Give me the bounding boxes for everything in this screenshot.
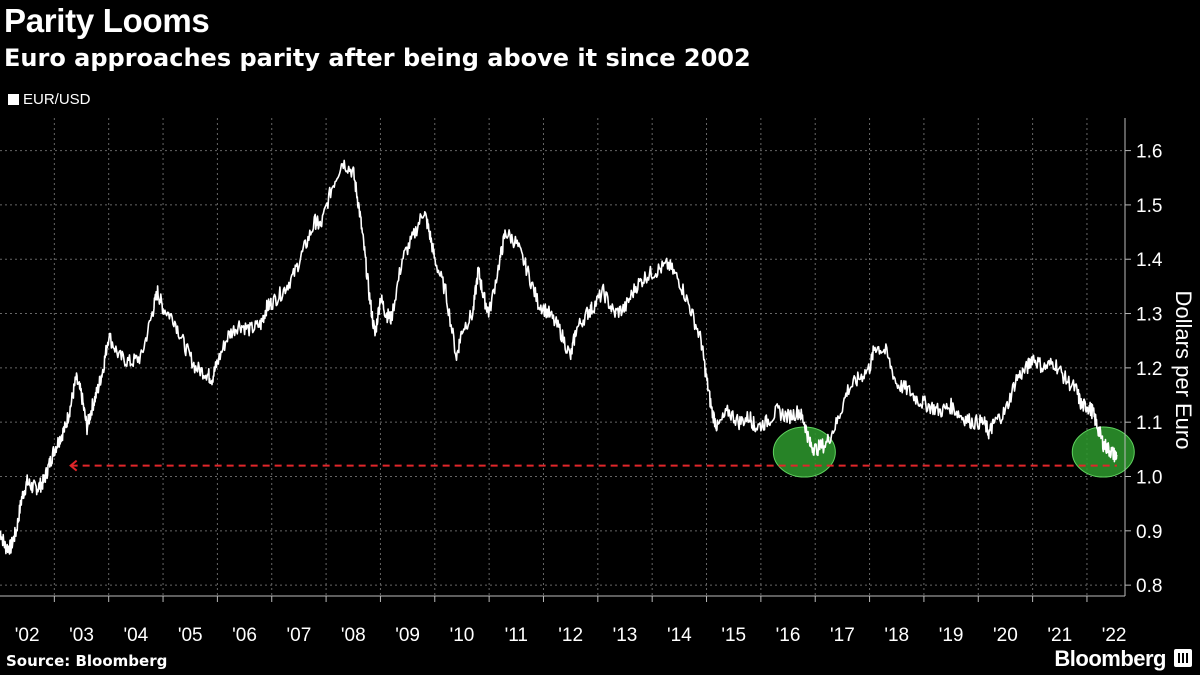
x-tick-label: '06 (232, 625, 257, 646)
x-tick-label: '19 (939, 625, 964, 646)
brand-icon (1174, 649, 1192, 667)
x-tick-label: '07 (287, 625, 312, 646)
chart-subtitle: Euro approaches parity after being above… (4, 44, 751, 72)
series-line-eurusd (0, 159, 1118, 555)
brand-logo: Bloomberg (1054, 646, 1166, 671)
x-tick-label: '10 (450, 625, 475, 646)
x-tick-label: '03 (69, 625, 94, 646)
chart-title: Parity Looms (4, 2, 210, 39)
x-tick-label: '17 (830, 625, 855, 646)
x-tick-label: '20 (993, 625, 1018, 646)
legend: EUR/USD (8, 91, 91, 108)
y-tick-label: 1.0 (1136, 468, 1162, 489)
y-tick-label: 1.4 (1136, 250, 1163, 271)
y-tick-label: 0.8 (1136, 576, 1162, 597)
y-tick-label: 1.6 (1136, 142, 1162, 163)
x-tick-label: '08 (341, 625, 366, 646)
x-tick-label: '04 (123, 625, 148, 646)
x-tick-label: '21 (1047, 625, 1072, 646)
series-lines (0, 159, 1118, 555)
x-tick-label: '16 (776, 625, 801, 646)
reference-lines (69, 459, 1117, 472)
x-tick-label: '18 (884, 625, 909, 646)
x-tick-label: '09 (395, 625, 420, 646)
x-tick-label: '02 (15, 625, 40, 646)
y-axis-label: Dollars per Euro (1171, 291, 1196, 450)
legend-swatch (8, 94, 19, 105)
y-tick-label: 1.2 (1136, 359, 1162, 380)
x-tick-label: '12 (558, 625, 583, 646)
x-tick-label: '13 (613, 625, 638, 646)
x-tick-label: '11 (505, 625, 528, 646)
legend-label-eurusd: EUR/USD (23, 91, 91, 108)
axes (0, 118, 1131, 602)
reference-line-marker (69, 459, 78, 472)
source-note: Source: Bloomberg (6, 652, 168, 670)
x-tick-label: '05 (178, 625, 203, 646)
x-tick-label: '14 (667, 625, 692, 646)
highlight-circle (772, 426, 836, 478)
y-tick-label: 1.3 (1136, 305, 1162, 326)
y-tick-label: 1.1 (1136, 413, 1162, 434)
horizontal-gridlines (0, 150, 1125, 586)
y-tick-label: 0.9 (1136, 522, 1162, 543)
x-tick-label: '22 (1102, 625, 1127, 646)
x-tick-labels: '02 '03 '04 '05 '06 '07 '08 '09 '10 '11 '12 '13 '14 '… (15, 625, 1127, 646)
y-tick-labels: 0.8 0.9 1.0 1.1 1.2 1.3 1.4 1.5 1.6 (1136, 142, 1163, 598)
y-tick-label: 1.5 (1136, 196, 1162, 217)
x-tick-label: '15 (721, 625, 746, 646)
